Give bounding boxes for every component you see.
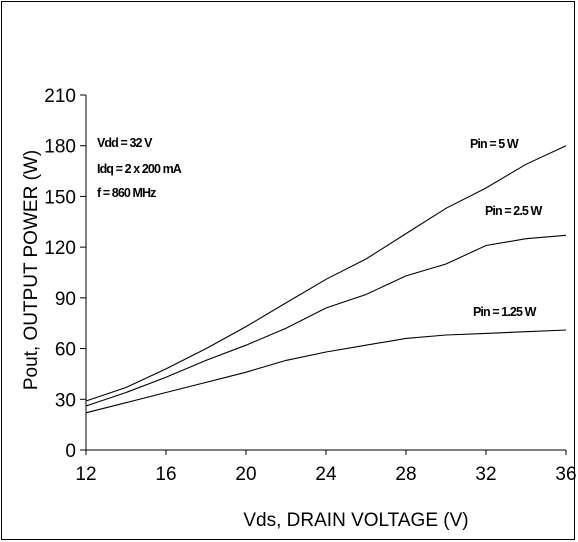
- series-line-2: [85, 329, 567, 414]
- labels-layer: Pin = 5 W Pin = 2.5 W Pin = 1.25 W: [470, 137, 543, 319]
- x-tick-label: 16: [155, 464, 176, 485]
- x-axis-title: Vds, DRAIN VOLTAGE (V): [243, 510, 468, 531]
- condition-freq: f = 860 MHz: [97, 186, 156, 200]
- condition-idq: Idq = 2 x 200 mA: [97, 162, 182, 176]
- y-tick-label: 150: [44, 187, 76, 208]
- y-tick-label: 210: [44, 86, 76, 107]
- x-tick-label: 36: [555, 464, 576, 485]
- series-layer: [85, 145, 567, 414]
- x-tick-label: 12: [75, 464, 96, 485]
- x-tick-label: 20: [235, 464, 256, 485]
- y-axis-title: Pout, OUTPUT POWER (W): [21, 150, 42, 390]
- condition-vdd: Vdd = 32 V: [97, 136, 153, 150]
- y-tick-label: 90: [55, 289, 76, 310]
- series-line-1: [85, 234, 567, 407]
- x-tick-label: 24: [315, 464, 337, 485]
- y-tick-label: 60: [55, 340, 76, 361]
- series-label-1: Pin = 2.5 W: [485, 204, 543, 218]
- x-tick-label: 32: [475, 464, 496, 485]
- axes: 0 30 60 90 120 150 180 210 12 16 20 24 28 32 36: [44, 86, 576, 485]
- y-tick-label: 120: [44, 238, 76, 259]
- series-label-0: Pin = 5 W: [470, 137, 519, 151]
- y-tick-label: 0: [65, 441, 76, 462]
- x-tick-label: 28: [395, 464, 416, 485]
- series-line-0: [85, 145, 567, 402]
- series-label-2: Pin = 1.25 W: [473, 305, 537, 319]
- y-tick-label: 30: [55, 390, 76, 411]
- y-tick-label: 180: [44, 137, 76, 158]
